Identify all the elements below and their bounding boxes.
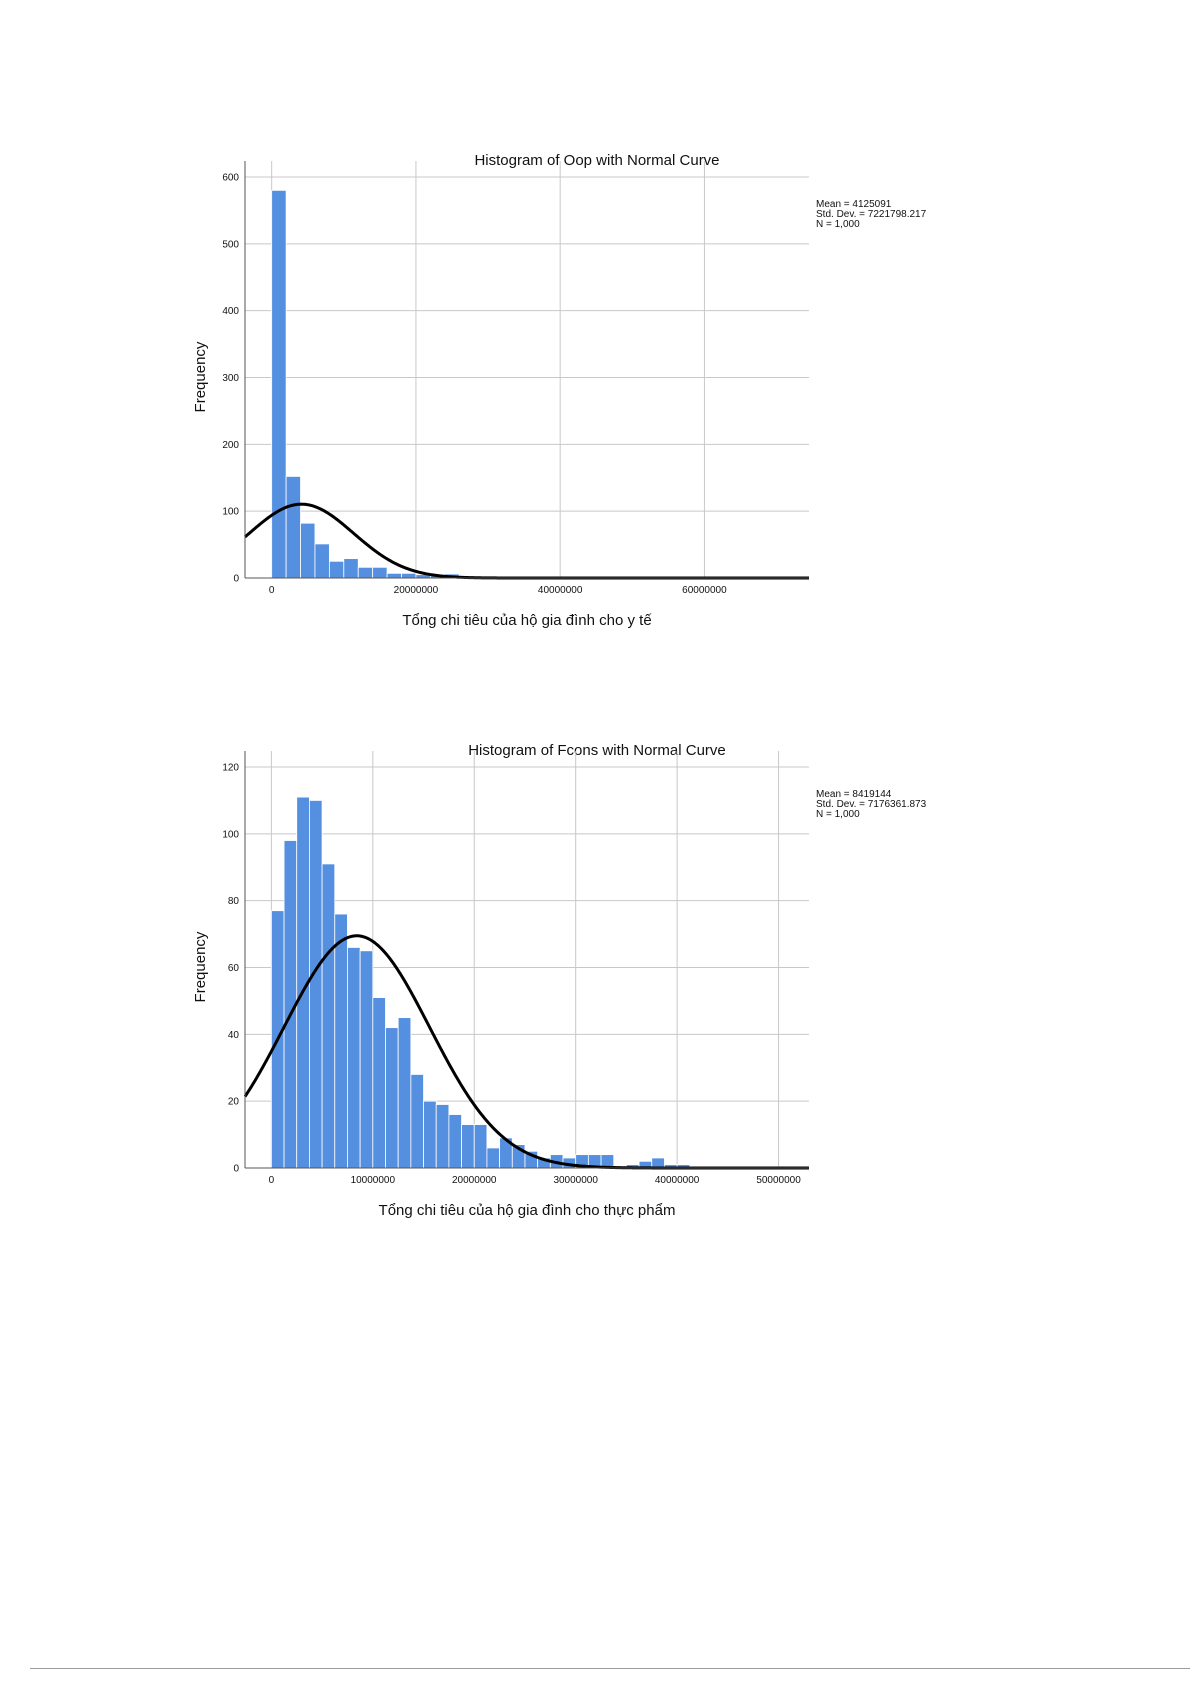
y-tick-label: 60	[228, 963, 240, 974]
y-tick-label: 100	[222, 507, 239, 518]
x-tick-label: 50000000	[756, 1175, 801, 1186]
histogram-bar	[347, 947, 361, 1169]
histogram-bar	[401, 572, 417, 579]
histogram-bar	[271, 189, 287, 579]
x-axis-label: Tổng chi tiêu của hộ gia đình cho y tế	[402, 612, 652, 629]
y-tick-label: 400	[222, 306, 239, 317]
histogram-bar	[423, 1100, 437, 1169]
histogram-bar	[309, 800, 323, 1169]
bars	[270, 796, 691, 1169]
chart-title: Histogram of Oop with Normal Curve	[474, 152, 719, 169]
histogram-bar	[357, 566, 374, 579]
axes	[244, 161, 809, 579]
x-tick-label: 10000000	[351, 1175, 396, 1186]
histogram-bar	[321, 863, 336, 1169]
histogram-bar	[300, 522, 316, 579]
x-tick-label: 30000000	[553, 1175, 598, 1186]
histogram-bar	[397, 1017, 412, 1169]
x-tick-label: 40000000	[538, 585, 583, 596]
y-tick-label: 80	[228, 896, 240, 907]
histogram-bar	[334, 913, 348, 1169]
histogram-bar	[410, 1074, 424, 1169]
histogram-bar	[386, 572, 402, 579]
y-tick-label: 600	[222, 173, 239, 184]
tick-labels: 0 20 40 60 80 100 120 0 10000000 20000000 30000000…	[222, 763, 801, 1187]
histogram-bar	[473, 1124, 488, 1169]
x-tick-label: 20000000	[452, 1175, 497, 1186]
histogram-bar	[359, 950, 374, 1169]
y-tick-label: 500	[222, 239, 239, 250]
x-tick-label: 40000000	[655, 1175, 700, 1186]
axes	[244, 751, 809, 1169]
y-axis-label: Frequency	[192, 341, 209, 412]
histogram-bar	[372, 997, 386, 1169]
histogram-bar	[314, 543, 330, 579]
stats-std-dev: Std. Dev. = 7176361.873	[816, 799, 927, 810]
tick-labels: 0 100 200 300 400 500 600 0 20000000 40000000 6000…	[222, 173, 727, 597]
histogram-bar	[385, 1027, 399, 1169]
histogram-bar	[448, 1114, 462, 1169]
x-tick-label: 60000000	[682, 585, 727, 596]
y-tick-label: 100	[222, 829, 239, 840]
y-tick-label: 0	[233, 574, 239, 585]
y-tick-label: 200	[222, 440, 239, 451]
grid	[245, 161, 809, 579]
histogram-bar	[435, 1104, 450, 1169]
footer-rule	[30, 1668, 1190, 1669]
histogram-bar	[486, 1147, 501, 1169]
stats-n: N = 1,000	[816, 219, 860, 230]
histogram-bar	[372, 566, 388, 579]
stats-mean: Mean = 4125091	[816, 199, 892, 210]
histogram-bar	[343, 558, 359, 579]
x-tick-label: 20000000	[394, 585, 439, 596]
y-tick-label: 120	[222, 763, 239, 774]
x-axis-label: Tổng chi tiêu của hộ gia đình cho thực p…	[379, 1202, 676, 1219]
x-tick-label: 0	[269, 1175, 275, 1186]
y-tick-label: 40	[228, 1030, 240, 1041]
histogram-bar	[285, 476, 301, 579]
y-tick-label: 300	[222, 373, 239, 384]
chart-title: Histogram of Fcons with Normal Curve	[468, 742, 726, 759]
stats-std-dev: Std. Dev. = 7221798.217	[816, 209, 927, 220]
histogram-oop: Histogram of Oop with Normal Curve 0 100 2…	[192, 152, 927, 629]
y-axis-label: Frequency	[192, 931, 209, 1002]
x-tick-label: 0	[269, 585, 275, 596]
stats-n: N = 1,000	[816, 809, 860, 820]
histogram-fcons: Histogram of Fcons with Normal Curve 0 20…	[192, 742, 927, 1219]
y-tick-label: 0	[233, 1164, 239, 1175]
histogram-bar	[461, 1124, 475, 1169]
y-tick-label: 20	[228, 1097, 240, 1108]
histogram-bar	[328, 560, 345, 579]
stats-mean: Mean = 8419144	[816, 789, 892, 800]
